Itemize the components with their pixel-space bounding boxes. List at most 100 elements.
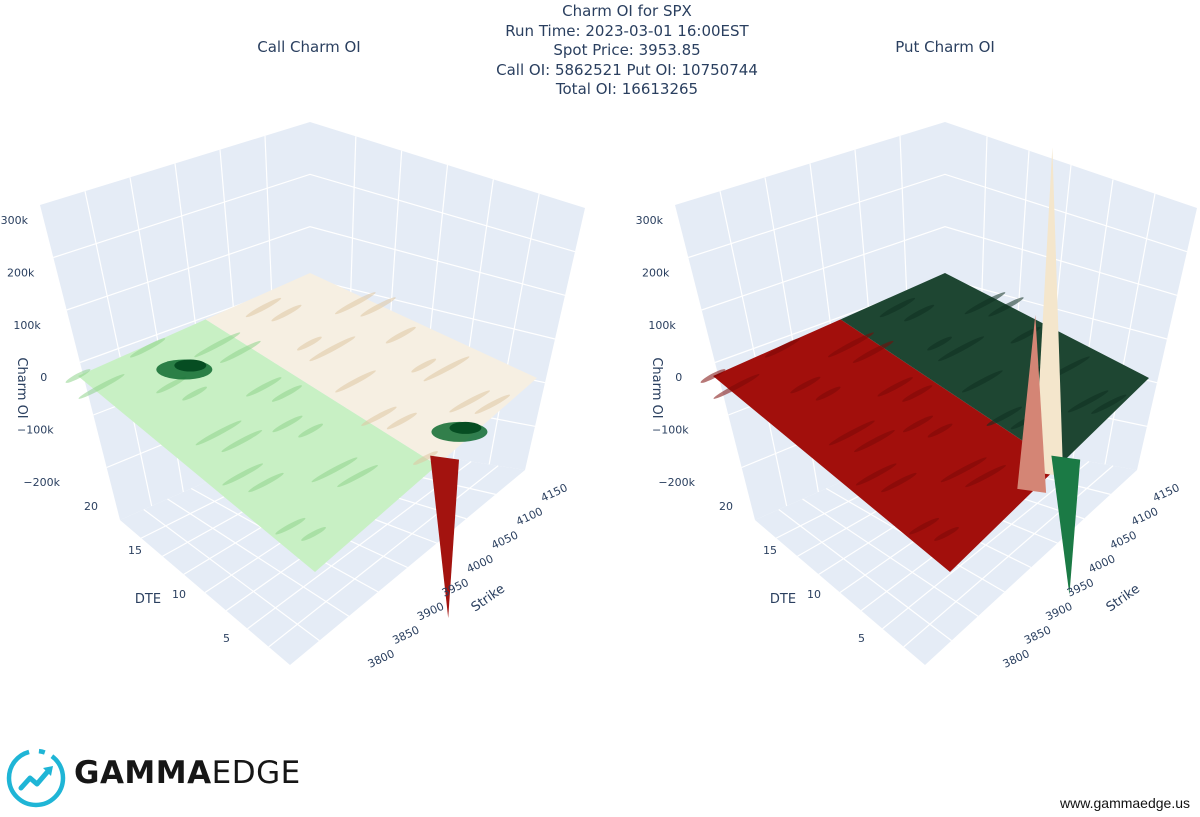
- gridline: [53, 173, 576, 259]
- strike-tick-label: 4050: [1108, 529, 1139, 553]
- surface-texture: [988, 297, 1024, 317]
- surface-texture: [904, 304, 935, 322]
- logo-text: GAMMAEDGE: [74, 755, 301, 791]
- strike-axis-title: Strike: [1104, 582, 1143, 616]
- surface-texture: [194, 332, 241, 358]
- surface-texture: [246, 377, 282, 397]
- surface-texture: [65, 369, 91, 383]
- surface-peak: [449, 421, 482, 434]
- surface-texture: [248, 472, 284, 493]
- surface-texture: [129, 338, 166, 358]
- surface-far-region: [840, 273, 1149, 466]
- strike-tick-label: 4100: [1129, 505, 1160, 529]
- z-tick-label: −200k: [658, 476, 695, 489]
- z-tick-label: −100k: [652, 424, 689, 437]
- z-tick-label: 200k: [642, 266, 670, 279]
- dte-axis-title: DTE: [770, 592, 796, 607]
- strike-tick-label: 4000: [1086, 552, 1117, 576]
- dte-axis-title: DTE: [135, 592, 161, 607]
- surface-texture: [311, 457, 358, 483]
- surface-texture: [764, 338, 801, 358]
- z-tick-label: 200k: [7, 266, 35, 279]
- gridline: [268, 465, 499, 648]
- surface-texture: [335, 370, 376, 393]
- surface: [65, 273, 537, 618]
- title-line: Spot Price: 3953.85: [553, 41, 701, 59]
- surface-texture: [934, 526, 959, 541]
- surface-texture: [334, 292, 376, 315]
- dte-tick-label: 15: [128, 544, 142, 557]
- surface-texture: [877, 377, 913, 397]
- surface-texture: [908, 517, 940, 535]
- surface-texture: [828, 420, 875, 446]
- z-axis-title: Charm OI: [14, 357, 29, 418]
- dte-tick-label: 15: [763, 544, 777, 557]
- gridline: [903, 465, 1114, 648]
- surface-texture: [245, 297, 282, 318]
- chart-title: Charm OI for SPX Run Time: 2023-03-01 16…: [0, 2, 1200, 100]
- surface-texture: [1067, 390, 1109, 413]
- surface-trough: [430, 455, 459, 618]
- surface-texture: [275, 517, 306, 535]
- surface-texture: [815, 386, 841, 401]
- strike-tick-label: 4150: [1151, 481, 1182, 505]
- scene-call: −200k −100k 0 100k 200k 300k Charm OI 20 15 10 5 DT…: [1, 122, 585, 671]
- surface-texture: [386, 412, 417, 430]
- surface-texture: [449, 390, 490, 413]
- surface-texture: [337, 465, 378, 488]
- surface-peak: [174, 359, 207, 372]
- surface-texture: [881, 472, 917, 493]
- surface-texture: [855, 463, 897, 486]
- surface-texture: [423, 356, 470, 382]
- dte-tick-label: 5: [858, 632, 865, 645]
- surface-texture: [298, 423, 324, 438]
- surface-texture: [411, 358, 437, 373]
- website-url: www.gammaedge.us: [1060, 795, 1190, 811]
- surface-texture: [413, 451, 438, 465]
- surface-texture: [271, 385, 302, 402]
- strike-tick-label: 3800: [1001, 647, 1032, 671]
- surface-texture: [156, 376, 187, 394]
- z-tick-label: 100k: [648, 319, 676, 332]
- surface-texture: [964, 292, 1006, 315]
- z-tick-label: 0: [40, 371, 47, 384]
- strike-tick-label: 3850: [1022, 623, 1053, 647]
- z-tick-label: −100k: [17, 424, 54, 437]
- surface-texture: [301, 526, 327, 541]
- gammaedge-logo: GAMMAEDGE: [4, 742, 304, 812]
- dte-tick-label: 10: [807, 588, 821, 601]
- logo-chart-icon: [6, 748, 66, 808]
- surface-texture: [78, 374, 125, 399]
- surface-texture: [879, 297, 916, 318]
- surface-texture: [927, 336, 952, 351]
- surface-texture: [182, 386, 208, 401]
- surface-texture: [700, 369, 726, 383]
- surface-texture: [1091, 394, 1127, 414]
- dte-tick-label: 20: [84, 500, 98, 513]
- dte-tick-label: 5: [223, 632, 230, 645]
- gridline: [688, 173, 1188, 259]
- surface-peak: [1017, 314, 1047, 493]
- gridline: [66, 226, 566, 311]
- surface-texture: [272, 415, 303, 433]
- surface-texture: [713, 374, 760, 399]
- surface-texture: [852, 340, 894, 363]
- surface-texture: [940, 457, 987, 483]
- title-line: Call OI: 5862521 Put OI: 10750744: [496, 60, 758, 79]
- surface-near-region: [713, 319, 1060, 572]
- gridline: [882, 461, 1090, 630]
- surface-texture: [385, 326, 416, 344]
- surface-texture: [902, 385, 933, 402]
- z-tick-label: 0: [675, 371, 682, 384]
- surface-near-region: [78, 319, 438, 572]
- title-line: Total OI: 16613265: [555, 80, 699, 98]
- surface-peak: [1034, 147, 1064, 477]
- surface-texture: [271, 304, 302, 322]
- surface-texture: [195, 420, 242, 446]
- surface-texture: [827, 332, 874, 358]
- surface-texture: [221, 430, 263, 453]
- surface-texture: [938, 336, 985, 362]
- surface-texture: [474, 394, 511, 414]
